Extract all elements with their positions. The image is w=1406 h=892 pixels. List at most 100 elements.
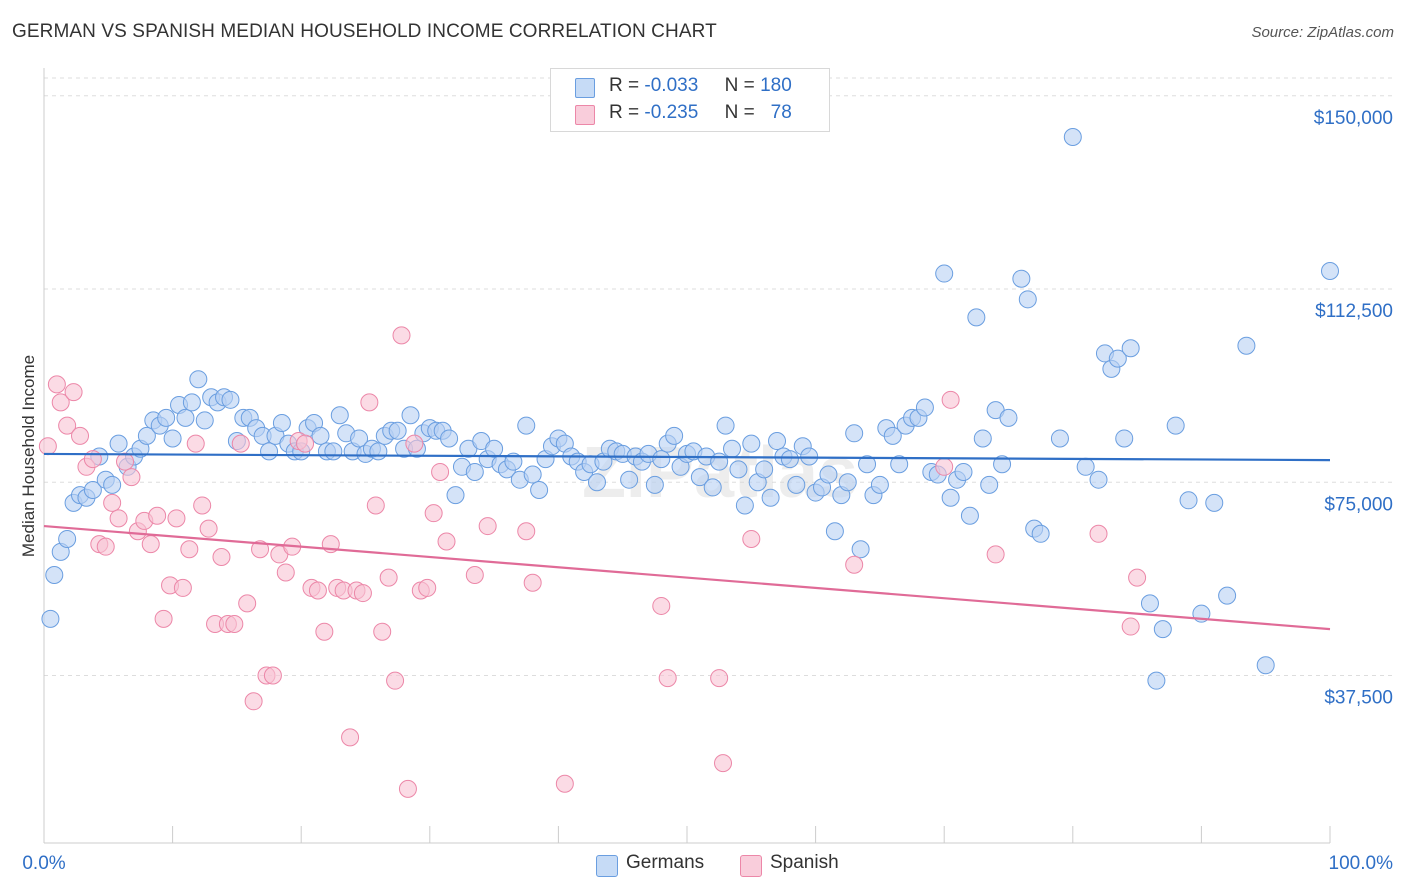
legend-n-value: 78 [770, 102, 792, 123]
data-point-germans [941, 488, 960, 507]
data-point-germans [967, 308, 986, 327]
legend-swatch-germans [575, 78, 595, 98]
data-point-spanish [116, 452, 135, 471]
data-point-germans [780, 450, 799, 469]
data-point-spanish [742, 529, 761, 548]
data-point-germans [350, 429, 369, 448]
data-point-spanish [405, 434, 424, 453]
series-spanish [38, 326, 1147, 798]
axes [43, 68, 1331, 844]
data-point-spanish [276, 563, 295, 582]
data-point-germans [45, 566, 64, 585]
data-point-germans [182, 393, 201, 412]
data-point-germans [189, 370, 208, 389]
data-point-germans [465, 462, 484, 481]
data-point-spanish [366, 496, 385, 515]
data-point-spanish [353, 584, 372, 603]
data-point-germans [504, 452, 523, 471]
data-point-spanish [173, 578, 192, 597]
data-point-spanish [199, 519, 218, 538]
data-point-spanish [251, 540, 270, 559]
data-point-germans [260, 442, 279, 461]
trend-line-germans [43, 452, 1331, 462]
data-point-germans [176, 408, 195, 427]
data-point-spanish [424, 504, 443, 523]
data-point-germans [845, 424, 864, 443]
data-point-germans [703, 478, 722, 497]
data-point-germans [723, 439, 742, 458]
data-point-spanish [167, 509, 186, 528]
data-point-germans [137, 426, 156, 445]
data-point-germans [1018, 290, 1037, 309]
data-point-germans [999, 408, 1018, 427]
data-point-germans [838, 473, 857, 492]
data-point-spanish [180, 540, 199, 559]
data-point-germans [1218, 586, 1237, 605]
legend-r-label: R = [609, 75, 640, 96]
data-point-germans [1108, 349, 1127, 368]
data-point-germans [665, 426, 684, 445]
data-point-spanish [315, 622, 334, 641]
data-point-spanish [212, 547, 231, 566]
data-point-germans [761, 488, 780, 507]
data-point-spanish [64, 383, 83, 402]
data-point-germans [311, 426, 330, 445]
source-credit: Source: ZipAtlas.com [1251, 24, 1394, 41]
data-point-germans [735, 496, 754, 515]
data-point-germans [993, 455, 1012, 474]
data-point-spanish [341, 728, 360, 747]
data-point-spanish [379, 568, 398, 587]
series-swatch-germans [596, 855, 618, 877]
data-point-germans [1031, 524, 1050, 543]
legend-swatch-spanish [575, 105, 595, 125]
data-point-spanish [1121, 617, 1140, 636]
legend-r-label: R = [609, 102, 640, 123]
data-point-germans [851, 540, 870, 559]
data-point-germans [710, 452, 729, 471]
data-point-germans [587, 473, 606, 492]
y-tick-label: $37,500 [1324, 688, 1393, 709]
data-point-spanish [308, 581, 327, 600]
data-point-spanish [244, 692, 263, 711]
data-point-spanish [263, 666, 282, 685]
data-point-germans [401, 406, 420, 425]
correlation-legend: R = -0.033 N = 180 R = -0.235 N = 78 [550, 68, 830, 132]
legend-n-value: 180 [760, 75, 792, 96]
y-tick-labels: $37,500 $75,000 $112,500 $150,000 [1314, 108, 1393, 709]
data-point-spanish [418, 578, 437, 597]
x-tick-label: 100.0% [1329, 853, 1394, 874]
chart-title: GERMAN VS SPANISH MEDIAN HOUSEHOLD INCOM… [12, 21, 717, 42]
trend-line-spanish [43, 524, 1331, 631]
data-point-spanish [373, 622, 392, 641]
data-point-spanish [714, 754, 733, 773]
data-point-spanish [238, 594, 257, 613]
data-point-spanish [296, 434, 315, 453]
data-point-germans [83, 480, 102, 499]
data-point-germans [103, 475, 122, 494]
y-axis-label: Median Household Income [19, 355, 38, 557]
data-point-germans [58, 529, 77, 548]
data-point-germans [517, 416, 536, 435]
data-point-spanish [935, 457, 954, 476]
data-point-spanish [47, 375, 66, 394]
data-point-spanish [225, 614, 244, 633]
data-point-germans [819, 465, 838, 484]
data-point-germans [742, 434, 761, 453]
data-point-spanish [96, 537, 115, 556]
data-point-germans [980, 475, 999, 494]
data-point-germans [1115, 429, 1134, 448]
data-point-germans [729, 460, 748, 479]
data-point-germans [954, 462, 973, 481]
data-point-spanish [986, 545, 1005, 564]
data-point-spanish [465, 566, 484, 585]
legend-n-label: N = [724, 102, 755, 123]
data-point-germans [787, 475, 806, 494]
data-point-germans [440, 429, 459, 448]
data-point-germans [768, 432, 787, 451]
data-point-germans [935, 264, 954, 283]
data-point-spanish [148, 506, 167, 525]
legend-r-value: -0.033 [644, 75, 699, 96]
data-point-spanish [71, 426, 90, 445]
data-point-germans [1140, 594, 1159, 613]
legend-r-value: -0.235 [644, 102, 699, 123]
